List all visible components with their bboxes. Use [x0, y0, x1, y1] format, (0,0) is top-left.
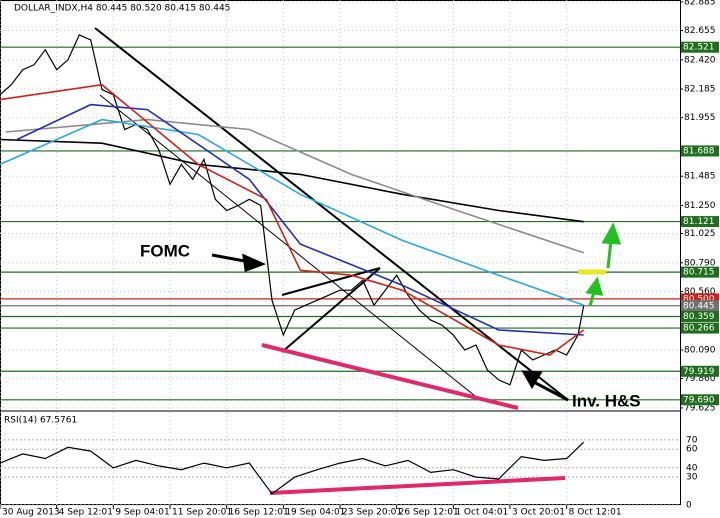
y-tick-label: 80.560	[684, 287, 716, 297]
price-line	[0, 34, 585, 386]
level-label: 81.688	[683, 146, 715, 156]
y-tick-label: 81.955	[684, 113, 716, 123]
level-label-box	[681, 41, 719, 53]
level-label: 81.121	[683, 217, 715, 227]
level-label: 80.266	[683, 324, 715, 334]
level-label: 82.521	[683, 43, 715, 53]
rsi-tick-label: 40	[686, 463, 698, 473]
rsi-divergence-line	[269, 476, 566, 495]
chart-title: DOLLAR_INDX,H4 80.445 80.520 80.415 80.4…	[14, 4, 230, 14]
moving-average	[0, 138, 584, 223]
rsi-tick-label: 70	[686, 435, 698, 445]
moving-average	[0, 118, 584, 306]
rsi-tick-label: 0	[686, 501, 692, 511]
rsi-tick-label: 30	[686, 473, 698, 483]
y-tick-label: 79.860	[684, 374, 716, 384]
x-tick-label: 8 Oct 12:01	[569, 508, 622, 518]
y-tick-label: 79.625	[684, 403, 716, 413]
x-tick-label: 11 Sep 20:01	[172, 508, 232, 518]
level-label-box	[681, 310, 719, 322]
y-tick-label: 82.420	[684, 55, 716, 65]
arrow	[521, 370, 569, 402]
y-tick-label: 82.655	[684, 26, 716, 36]
annotation: FOMC	[140, 241, 190, 260]
y-tick-label: 82.185	[684, 85, 716, 95]
moving-average	[0, 83, 585, 356]
level-label-box	[681, 394, 719, 406]
arrow	[211, 253, 266, 273]
trend-line	[94, 27, 569, 401]
level-label-box	[681, 300, 719, 312]
rsi-title: RSI(14) 67.5761	[4, 416, 77, 426]
y-tick-label: 80.790	[684, 258, 716, 268]
level-label-box	[681, 145, 719, 157]
level-label-box	[681, 216, 719, 228]
y-tick-label: 81.485	[684, 172, 716, 182]
level-label-box	[681, 266, 719, 278]
level-label: 79.690	[683, 395, 715, 405]
annotation: Inv. H&S	[572, 391, 641, 410]
x-tick-label: 19 Sep 04:01	[285, 508, 345, 518]
level-label: 80.500	[683, 294, 715, 304]
y-tick-label: 82.885	[684, 0, 716, 7]
level-label-box	[681, 322, 719, 334]
rsi-tick-label: 60	[686, 445, 698, 455]
y-tick-label: 81.250	[684, 201, 716, 211]
level-label: 80.715	[683, 268, 715, 278]
level-label: 79.919	[683, 367, 715, 377]
x-tick-label: 23 Sep 20:01	[342, 508, 402, 518]
moving-average	[16, 103, 584, 336]
x-tick-label: 26 Sep 12:01	[399, 508, 459, 518]
y-tick-label: 80.090	[684, 345, 716, 355]
arrow	[585, 276, 604, 307]
moving-average	[5, 118, 584, 254]
level-label-box	[681, 365, 719, 377]
rsi-line	[0, 441, 585, 495]
level-label-box	[681, 293, 719, 305]
support-line	[261, 343, 519, 410]
x-tick-label: 4 Sep 12:01	[59, 508, 113, 518]
x-tick-label: 16 Sep 12:01	[229, 508, 289, 518]
neckline	[281, 267, 381, 296]
x-tick-label: 30 Aug 2013	[2, 508, 60, 518]
level-label: 80.445	[683, 301, 715, 311]
arrow	[601, 222, 622, 269]
x-tick-label: 9 Sep 04:01	[115, 508, 169, 518]
x-tick-label: 1 Oct 04:01	[455, 508, 508, 518]
x-tick-label: 3 Oct 20:01	[512, 508, 565, 518]
level-label: 80.359	[683, 312, 715, 322]
y-tick-label: 81.025	[684, 229, 716, 239]
